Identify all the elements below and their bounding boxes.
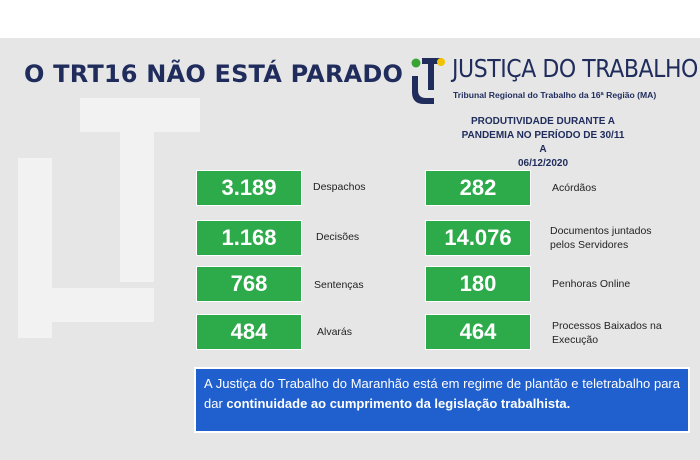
stat-despachos-value: 3.189	[196, 170, 302, 206]
watermark-bar-top	[80, 98, 200, 132]
stat-penhoras-value: 180	[425, 266, 531, 302]
stat-documentos-label-line-1: Documentos juntados	[550, 225, 652, 237]
stat-decisoes-label: Decisões	[316, 231, 360, 243]
stat-documentos-value: 14.076	[425, 220, 531, 256]
stat-despachos-label: Despachos	[313, 181, 366, 193]
stat-documentos-label: Documentos juntados pelos Servidores	[550, 224, 652, 252]
productivity-line-2: PANDEMIA NO PERÍODO DE 30/11 A	[461, 130, 625, 155]
stat-sentencas-label: Sentenças	[314, 279, 364, 291]
info-text-regular: A Justiça do Trabalho do Maranhão está e…	[204, 376, 680, 411]
info-banner: A Justiça do Trabalho do Maranhão está e…	[194, 367, 690, 433]
stat-decisoes-value: 1.168	[196, 220, 302, 256]
justica-do-trabalho-logo: JUSTIÇA DO TRABALHO Tribunal Regional do…	[410, 50, 698, 110]
top-band	[0, 0, 700, 38]
watermark-bar-left	[18, 158, 52, 338]
stat-processos-value: 464	[425, 314, 531, 350]
logo-subtitle: Tribunal Regional do Trabalho da 16ª Reg…	[453, 90, 657, 100]
stat-documentos-label-line-2: pelos Servidores	[550, 239, 629, 251]
stat-acordaos-value: 282	[425, 170, 531, 206]
stat-alvaras-label: Alvarás	[317, 326, 353, 338]
page-headline: O TRT16 NÃO ESTÁ PARADO	[24, 60, 404, 88]
productivity-line-3: 06/12/2020	[517, 158, 569, 169]
stat-acordaos-label: Acórdãos	[552, 182, 597, 194]
logo-title: JUSTIÇA DO TRABALHO	[452, 54, 698, 83]
justica-do-trabalho-logo-icon	[411, 58, 445, 104]
stat-sentencas-value: 768	[196, 266, 302, 302]
watermark-hook	[52, 288, 154, 322]
productivity-heading: PRODUTIVIDADE DURANTE A PANDEMIA NO PERÍ…	[458, 115, 628, 171]
stat-processos-label-line-2: Execução	[552, 334, 599, 346]
stat-processos-label-line-1: Processos Baixados na	[552, 320, 662, 332]
stat-processos-label: Processos Baixados na Execução	[552, 319, 662, 347]
stat-alvaras-value: 484	[196, 314, 302, 350]
info-text-bold: continuidade ao cumprimento da legislaçã…	[226, 396, 571, 411]
productivity-line-1: PRODUTIVIDADE DURANTE A	[470, 116, 616, 127]
watermark-bar-mid	[120, 132, 154, 282]
stat-penhoras-label: Penhoras Online	[552, 278, 631, 290]
